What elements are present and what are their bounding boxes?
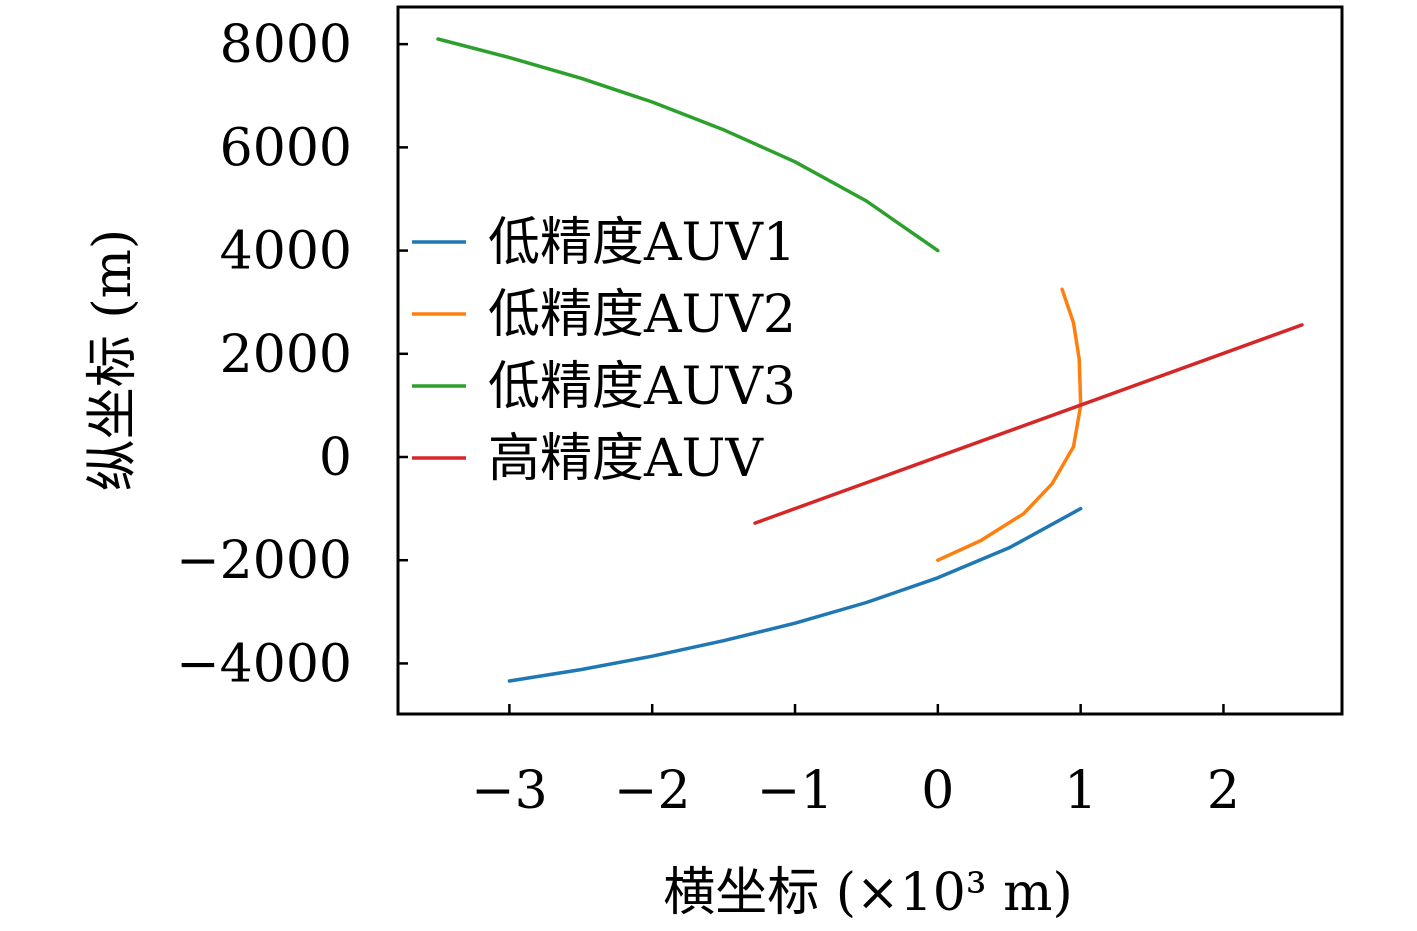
x-axis-title: 横坐标 (×10³ m): [663, 863, 1073, 923]
y-tick-label: 6000: [220, 118, 352, 178]
x-tick-label: −2: [614, 761, 691, 821]
y-tick-label: −4000: [176, 634, 352, 694]
x-tick-label: 0: [921, 761, 954, 821]
series-line-1: [507, 506, 1083, 683]
plot-area: [396, 5, 1344, 716]
series-layer: [436, 37, 1304, 683]
x-tick-label: −1: [757, 761, 834, 821]
legend: 低精度AUV1 低精度AUV2 低精度AUV3 高精度AUV: [412, 213, 796, 489]
series-line-4: [753, 323, 1304, 525]
y-axis: −4000 −2000 0 2000 4000 6000 8000: [176, 15, 408, 694]
y-axis-title: 纵坐标 (m): [83, 229, 143, 491]
y-tick-label: 8000: [220, 15, 352, 75]
x-tick-label: 2: [1207, 761, 1240, 821]
plot-frame: [396, 5, 1344, 716]
y-tick-label: 0: [319, 428, 352, 488]
legend-label-3: 低精度AUV3: [488, 357, 796, 417]
legend-label-2: 低精度AUV2: [488, 285, 796, 345]
series-line-3: [436, 37, 940, 253]
series-line-2: [936, 287, 1083, 562]
x-axis: −3 −2 −1 0 1 2: [471, 704, 1240, 821]
y-tick-label: 4000: [220, 222, 352, 282]
x-tick-label: 1: [1064, 761, 1097, 821]
legend-label-4: 高精度AUV: [488, 429, 764, 489]
legend-label-1: 低精度AUV1: [488, 213, 796, 273]
y-tick-label: 2000: [220, 325, 352, 385]
x-tick-label: −3: [471, 761, 548, 821]
y-tick-label: −2000: [176, 531, 352, 591]
